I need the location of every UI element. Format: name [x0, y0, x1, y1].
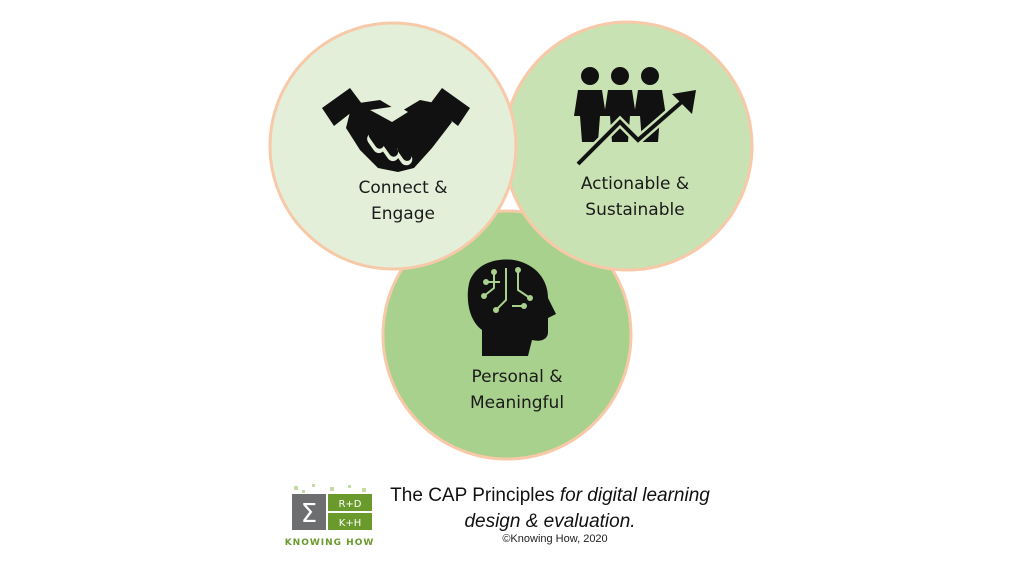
label-connect-engage: Connect & Engage	[333, 175, 473, 227]
caption-plain: The CAP Principles	[390, 485, 560, 506]
label-connect-line1: Connect &	[358, 178, 448, 198]
people-growth-icon	[574, 67, 696, 168]
caption-italic: for digital learning design & evaluation…	[464, 485, 710, 532]
label-actionable-line1: Actionable &	[580, 174, 690, 194]
label-actionable-sustainable: Actionable & Sustainable	[565, 171, 705, 223]
label-personal-meaningful: Personal & Meaningful	[447, 364, 587, 416]
label-personal-line2: Meaningful	[469, 393, 565, 413]
knowing-how-logo: Σ R+D K+H	[292, 484, 372, 530]
copyright-text: ©Knowing How, 2020	[502, 533, 608, 545]
logo-sigma: Σ	[301, 499, 317, 529]
handshake-icon	[322, 88, 470, 172]
circle-actionable-sustainable	[502, 20, 754, 272]
logo-kh: K+H	[339, 518, 361, 529]
head-circuit-icon	[467, 259, 556, 356]
logo-text: KNOWING HOW	[284, 538, 375, 548]
label-actionable-line2: Sustainable	[585, 200, 685, 220]
logo-rd: R+D	[338, 499, 361, 510]
label-personal-line1: Personal &	[471, 367, 563, 387]
label-connect-line2: Engage	[371, 204, 435, 224]
caption: The CAP Principles for digital learning …	[380, 483, 720, 535]
